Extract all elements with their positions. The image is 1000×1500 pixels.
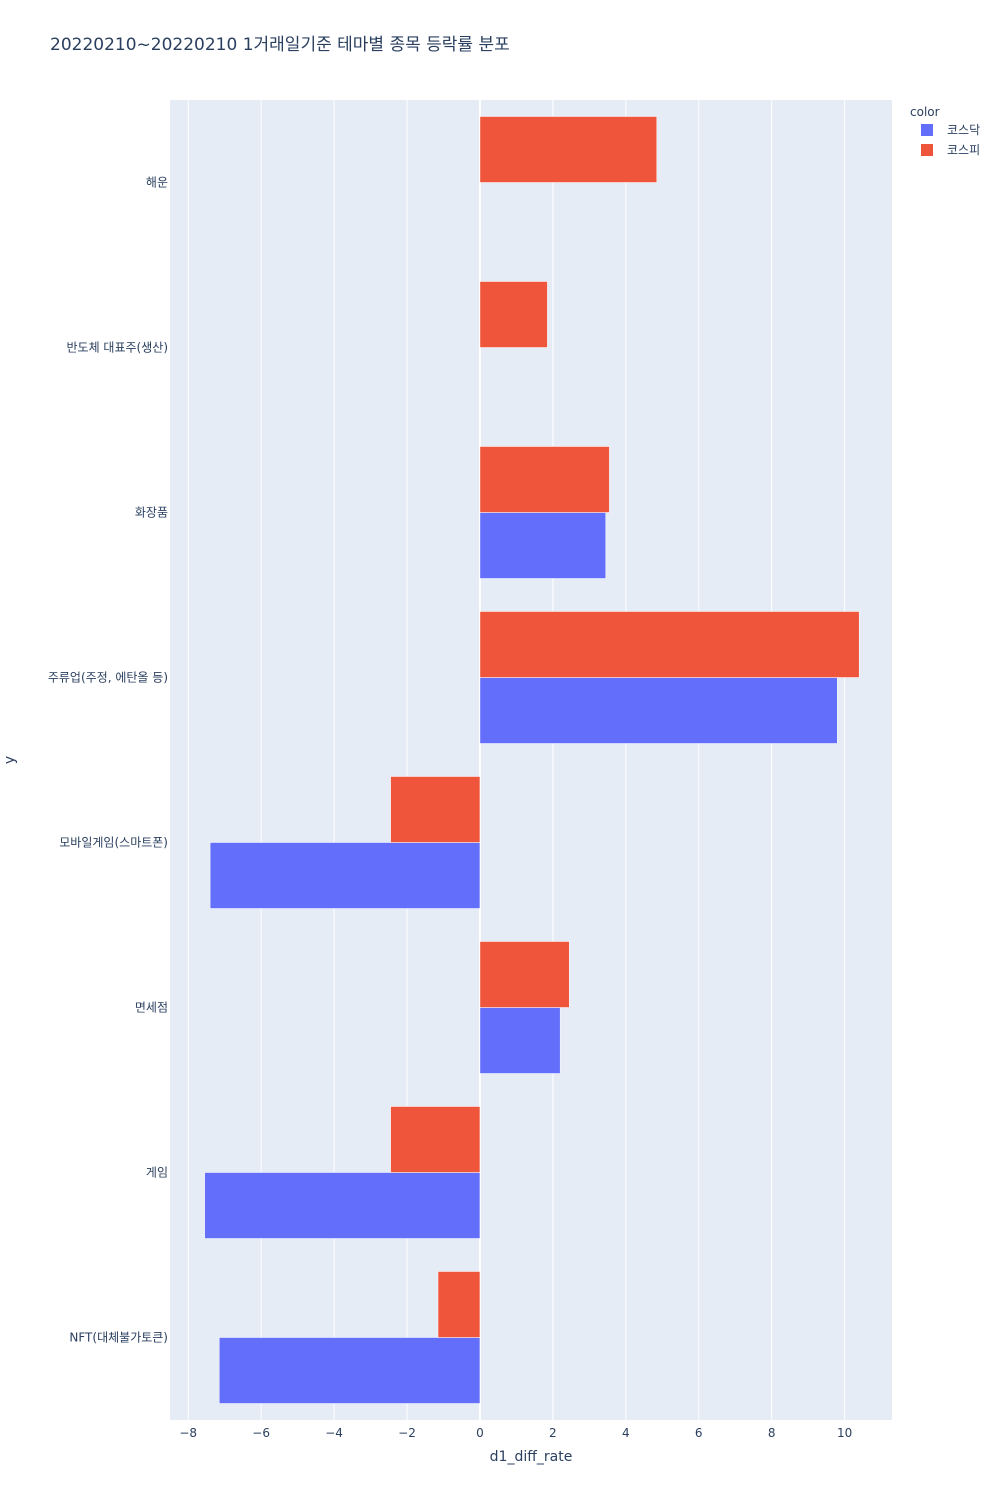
x-tick-label: 8 [768,1426,776,1440]
y-tick-label: 면세점 [135,1001,168,1015]
bar-kospi [479,116,658,183]
bar-kospi [479,281,548,348]
bar-kosdaq [204,1172,481,1239]
bar-kospi [479,446,610,513]
y-tick-label: 반도체 대표주(생산) [67,341,169,355]
y-tick-label: NFT(대체불가토큰) [69,1331,168,1345]
x-tick-label: 4 [622,1426,630,1440]
x-tick-label: −8 [179,1426,197,1440]
x-tick-label: 10 [837,1426,852,1440]
x-axis-title: d1_diff_rate [490,1449,573,1465]
bar-kosdaq [479,677,838,744]
bar-kospi [479,941,570,1008]
bars [204,116,860,1404]
x-tick-label: −2 [398,1426,416,1440]
y-axis-title: y [2,756,18,764]
y-tick-label: 게임 [146,1166,168,1180]
x-tick-label: 2 [549,1426,557,1440]
bar-kosdaq [479,512,607,579]
chart-title: 20220210~20220210 1거래일기준 테마별 종목 등락률 분포 [50,35,510,55]
x-tick-label: −6 [252,1426,270,1440]
x-tick-label: −4 [325,1426,343,1440]
legend-title: color [910,105,940,119]
legend-swatch [921,124,933,136]
legend-label: 코스피 [947,143,980,157]
legend-label: 코스닥 [947,123,980,137]
bar-kosdaq [479,1007,561,1074]
x-tick-label: 6 [695,1426,703,1440]
bar-kospi [390,776,481,843]
bar-kosdaq [218,1337,481,1404]
bar-kospi [390,1106,481,1173]
x-axis-ticks: −8 −6 −4 −2 0 2 4 6 8 10 [179,1426,852,1440]
gridlines [187,100,846,1420]
y-tick-label: 모바일게임(스마트폰) [59,836,168,850]
bar-kosdaq [209,842,481,909]
x-tick-label: 0 [476,1426,484,1440]
bar-kospi [437,1271,481,1338]
y-tick-label: 해운 [146,176,168,190]
y-tick-label: 주류업(주정, 에탄올 등) [48,671,168,685]
bar-kospi [479,611,860,678]
y-tick-label: 화장품 [135,506,168,520]
legend-swatch [921,144,933,156]
